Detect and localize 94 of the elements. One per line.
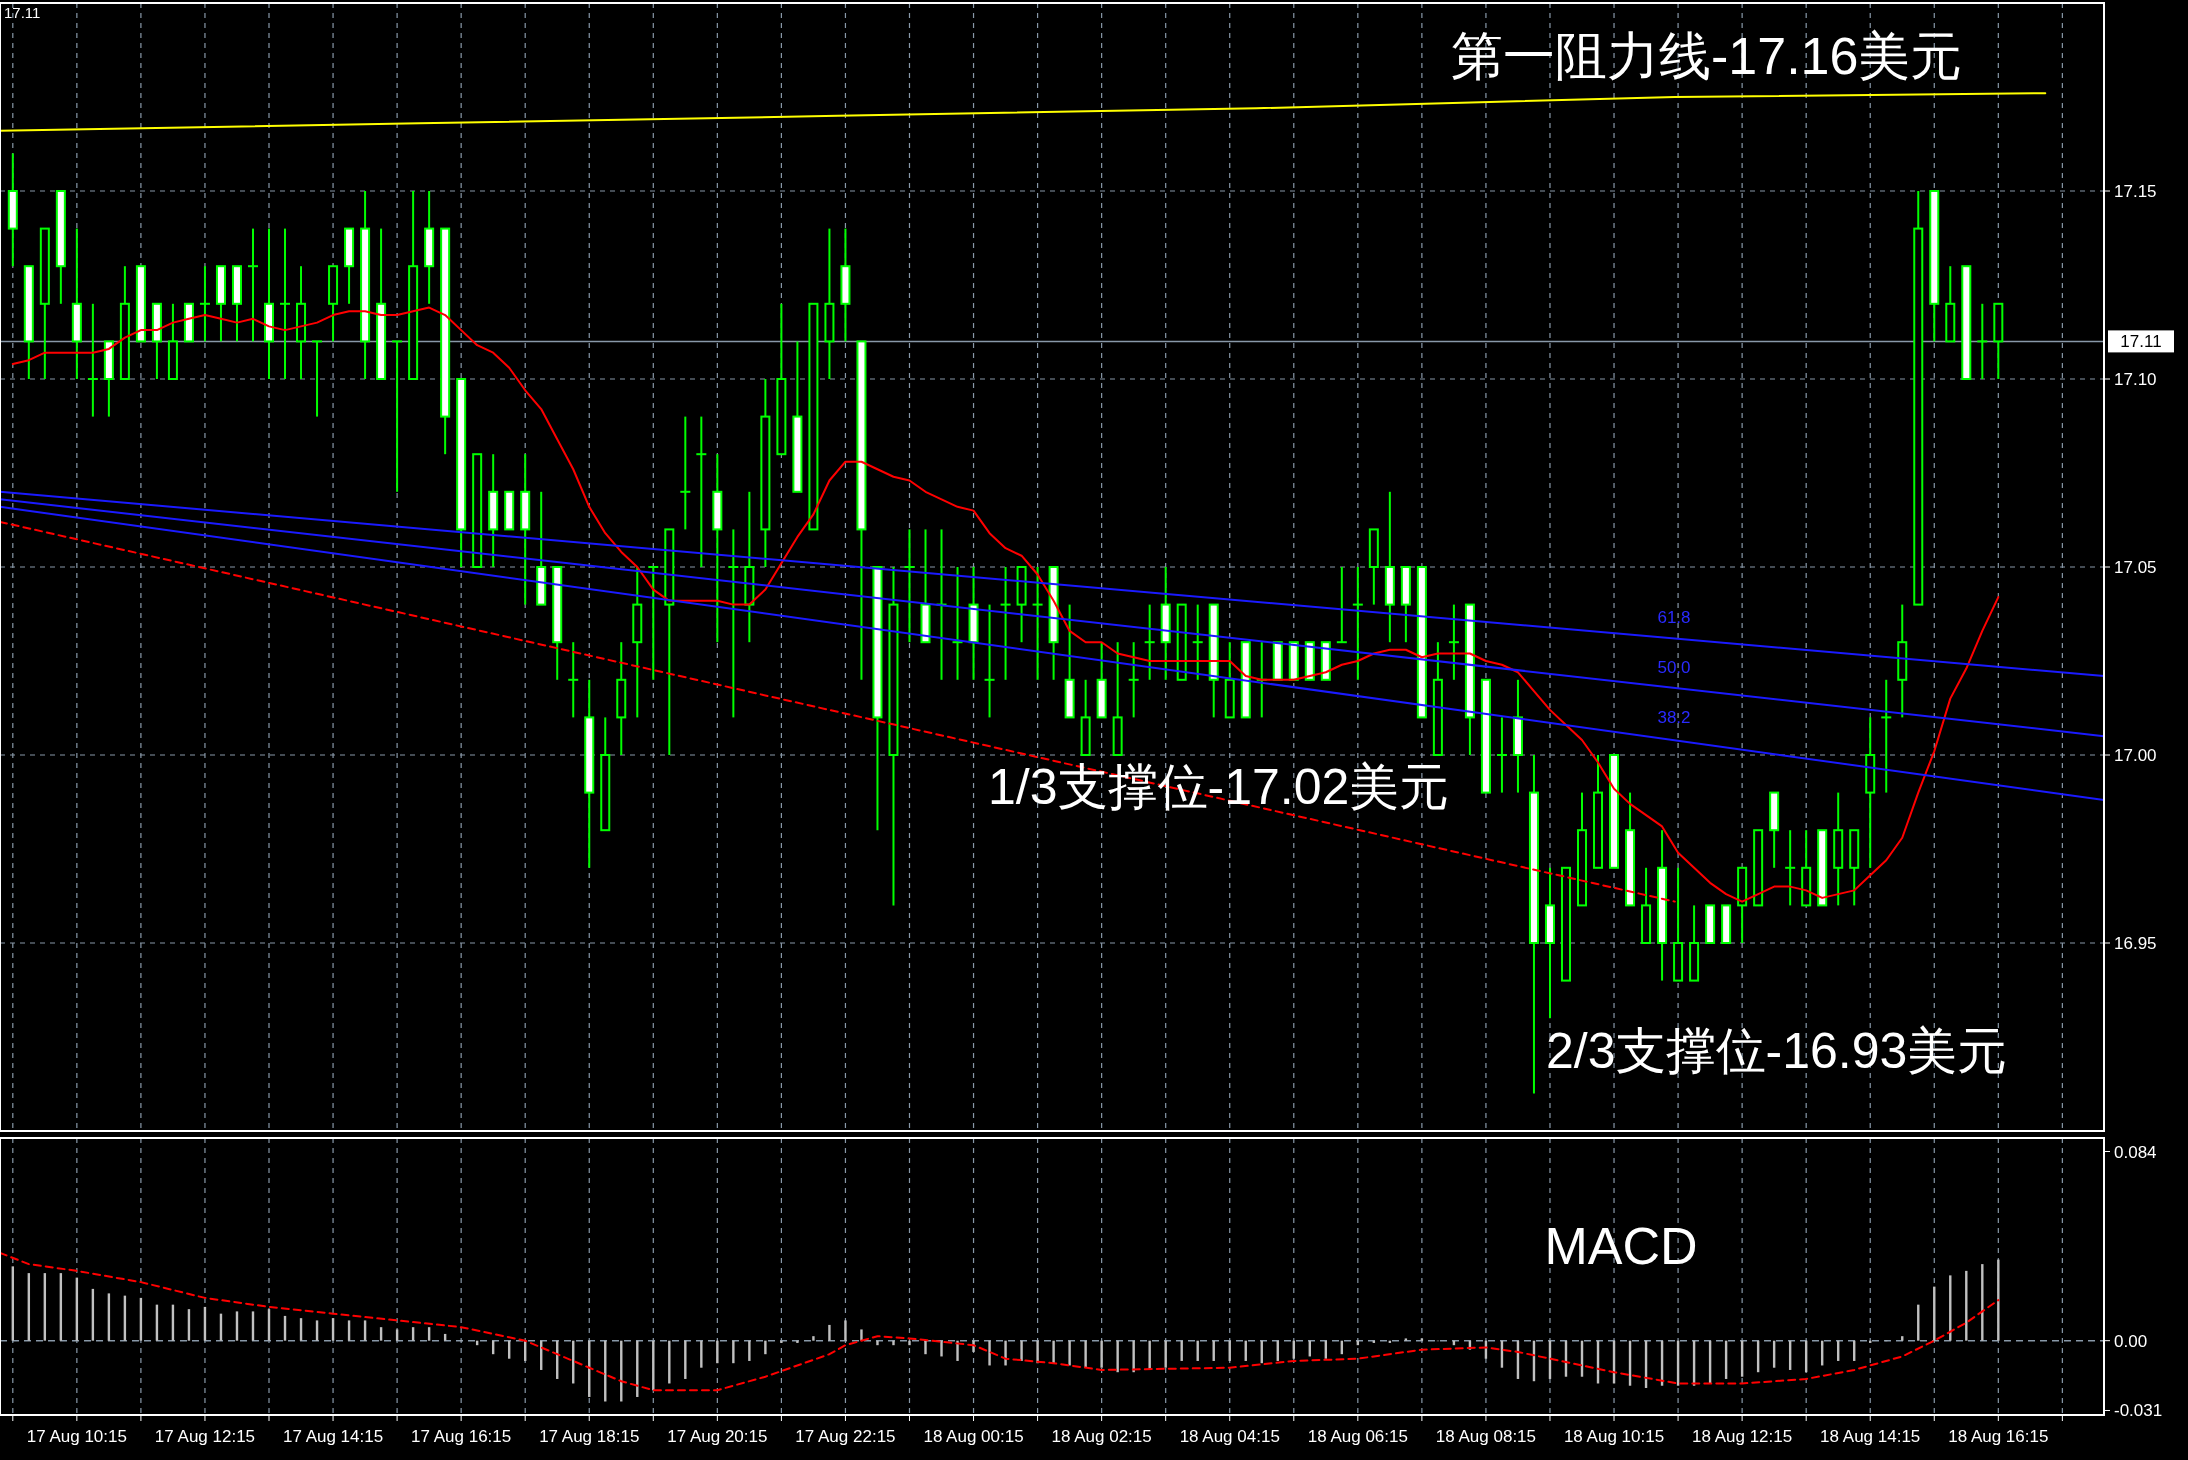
y-tick-label: 0.00: [2114, 1331, 2148, 1351]
x-tick-label: 17 Aug 12:15: [154, 1427, 256, 1446]
bar: [988, 1340, 991, 1366]
bar: [1052, 1340, 1055, 1364]
bar: [1148, 1340, 1151, 1370]
x-tick-label: 18 Aug 08:15: [1435, 1427, 1537, 1446]
x-tick-label: 17 Aug 16:15: [411, 1427, 512, 1446]
y-tick-label: 17.05: [2114, 558, 2157, 577]
x-tick-label: 17 Aug 22:15: [795, 1427, 896, 1446]
candlestick: [198, 265, 211, 343]
bar: [1100, 1340, 1103, 1368]
candlestick: [1976, 302, 1989, 380]
x-tick-label: 17 Aug 10:15: [26, 1427, 127, 1446]
candlestick: [999, 566, 1012, 681]
y-tick-label: 0.084: [2114, 1142, 2157, 1162]
annotation: 38.2: [1657, 708, 1691, 727]
x-tick-label: 18 Aug 16:15: [1948, 1427, 2049, 1446]
bar: [876, 1340, 879, 1346]
bar: [716, 1340, 719, 1364]
y-tick-label: 17.00: [2114, 746, 2157, 765]
bar: [700, 1340, 703, 1368]
bar: [844, 1320, 847, 1341]
candlestick: [727, 528, 740, 719]
candlestick: [679, 415, 692, 531]
candlestick: [1335, 566, 1348, 644]
x-tick-label: 18 Aug 10:15: [1563, 1427, 1665, 1446]
bar: [828, 1324, 831, 1341]
candlestick: [311, 340, 324, 418]
bar: [732, 1340, 735, 1364]
candlestick: [86, 302, 99, 418]
bar: [1164, 1340, 1167, 1368]
bar: [1068, 1340, 1071, 1366]
bar: [1997, 1259, 2000, 1341]
candlestick: [1784, 829, 1797, 907]
candlestick: [983, 603, 996, 719]
bar: [1036, 1340, 1039, 1364]
ref-line-label: 17.11: [2120, 332, 2162, 352]
bar: [1404, 1338, 1408, 1341]
bar: [940, 1340, 943, 1357]
annotation: 2/3支撑位-16.93美元: [1546, 1023, 2008, 1079]
bar: [668, 1340, 671, 1384]
bar: [1132, 1340, 1135, 1373]
text: MACD: [1544, 1217, 1698, 1275]
annotation: 61.8: [1657, 608, 1691, 627]
candlestick: [1191, 603, 1204, 681]
bar: [812, 1336, 815, 1341]
y-tick-label: -0.031: [2114, 1401, 2163, 1421]
candlestick: [391, 340, 404, 493]
bar: [892, 1340, 895, 1346]
candlestick: [647, 566, 660, 681]
candlestick: [246, 227, 259, 343]
bar: [1116, 1340, 1119, 1373]
x-tick-label: 17 Aug 18:15: [539, 1427, 640, 1446]
annotation: 50.0: [1657, 658, 1691, 677]
annotation: 第一阻力线-17.16美元: [1451, 27, 1963, 85]
candlestick: [1447, 603, 1460, 681]
candlestick: [903, 528, 916, 644]
candlestick: [279, 227, 292, 380]
candlestick: [567, 641, 580, 719]
bar: [1180, 1340, 1183, 1361]
candlestick: [1351, 566, 1364, 681]
bar: [748, 1340, 751, 1361]
bar: [908, 1340, 911, 1346]
x-tick-label: 18 Aug 00:15: [923, 1427, 1024, 1446]
candlestick: [1031, 566, 1044, 681]
bar: [780, 1340, 783, 1343]
x-tick-label: 17 Aug 14:15: [282, 1427, 384, 1446]
bar: [924, 1340, 927, 1355]
candlestick: [695, 415, 708, 568]
bar: [1981, 1264, 1984, 1341]
candlestick: [1880, 678, 1893, 794]
bar: [1420, 1338, 1424, 1341]
bar: [1020, 1340, 1023, 1361]
candlestick: [1127, 641, 1140, 719]
candlestick: [1495, 716, 1508, 794]
bar: [764, 1340, 767, 1355]
x-tick-label: 17 Aug 20:15: [667, 1427, 768, 1446]
bar: [1901, 1336, 1904, 1341]
y-tick-label: 17.10: [2114, 370, 2157, 389]
x-tick-label: 18 Aug 02:15: [1051, 1427, 1152, 1446]
bar: [684, 1340, 687, 1379]
x-tick-label: 18 Aug 12:15: [1692, 1427, 1793, 1446]
x-tick-label: 18 Aug 04:15: [1179, 1427, 1280, 1446]
x-tick-label: 18 Aug 06:15: [1307, 1427, 1408, 1446]
bar: [1004, 1340, 1007, 1366]
y-tick-label: 16.95: [2114, 934, 2157, 953]
bar: [796, 1340, 799, 1343]
line-series: [11, 306, 2000, 903]
bar: [956, 1340, 959, 1361]
x-tick-label: 18 Aug 14:15: [1820, 1427, 1921, 1446]
bar: [1084, 1340, 1087, 1368]
annotation: 17.11: [4, 4, 41, 21]
y-tick-label: 17.15: [2114, 182, 2157, 201]
candlestick: [1143, 603, 1156, 681]
